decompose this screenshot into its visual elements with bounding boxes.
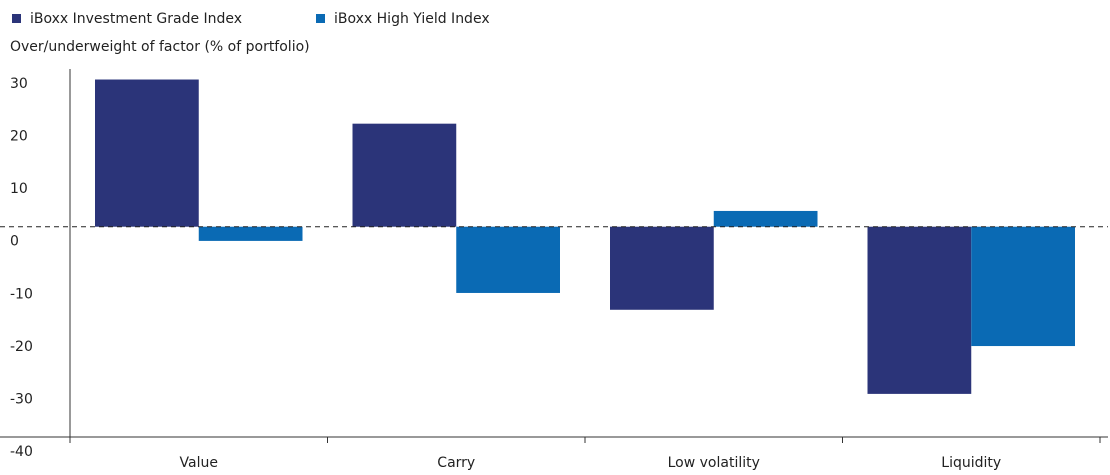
x-tick-label: Liquidity <box>941 455 1001 471</box>
bar <box>456 226 560 293</box>
y-tick-label: -20 <box>10 339 33 355</box>
y-tick-label: 10 <box>10 181 28 197</box>
x-tick-label: Value <box>180 455 218 471</box>
y-tick-label: -30 <box>10 391 33 407</box>
y-tick-label: -10 <box>10 286 33 302</box>
bar <box>867 226 972 394</box>
y-tick-label: 30 <box>10 76 28 92</box>
bar <box>713 210 818 227</box>
bar <box>971 226 1075 347</box>
legend-swatch <box>316 14 325 23</box>
bar <box>95 79 199 227</box>
bar <box>352 123 457 227</box>
legend-label: iBoxx Investment Grade Index <box>30 11 242 27</box>
y-axis-label: Over/underweight of factor (% of portfol… <box>10 39 310 55</box>
y-tick-label: -40 <box>10 444 33 460</box>
x-tick-label: Carry <box>437 455 475 471</box>
legend-label: iBoxx High Yield Index <box>334 11 490 27</box>
y-tick-label: 20 <box>10 129 28 145</box>
y-tick-label: 0 <box>10 234 19 250</box>
legend-swatch <box>12 14 21 23</box>
bar <box>610 226 714 310</box>
x-tick-label: Low volatility <box>668 455 760 471</box>
bar <box>198 226 303 241</box>
